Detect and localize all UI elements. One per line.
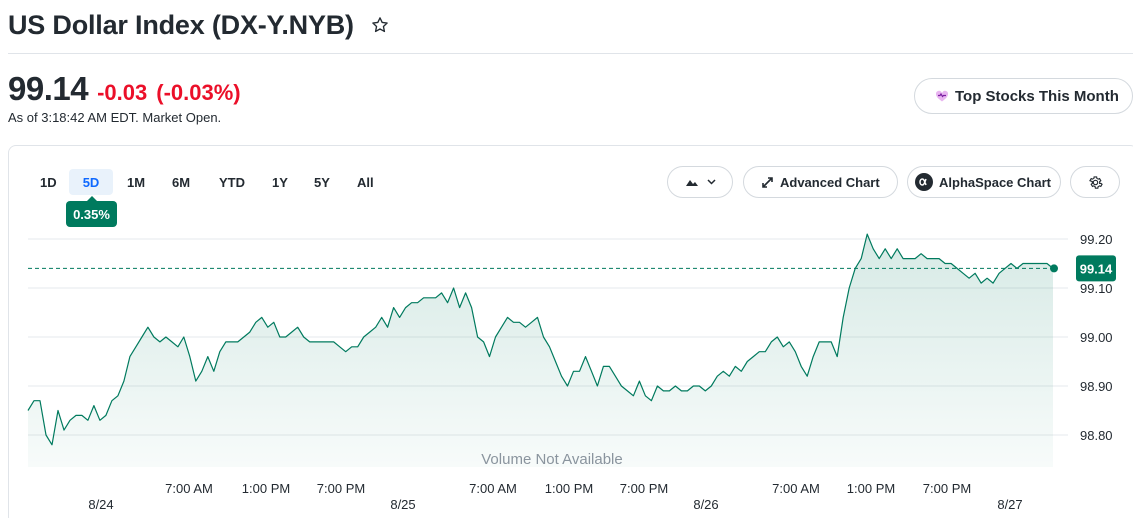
alphaspace-chart-button[interactable]: AlphaSpace Chart xyxy=(907,166,1061,198)
x-time-label: 7:00 AM xyxy=(469,481,517,496)
y-tick-label: 99.20 xyxy=(1080,232,1113,247)
range-1m[interactable]: 1M xyxy=(127,174,146,190)
advanced-chart-label: Advanced Chart xyxy=(780,174,880,190)
range-6m[interactable]: 6M xyxy=(172,174,191,190)
heart-chart-icon xyxy=(935,89,949,103)
top-stocks-button[interactable]: Top Stocks This Month xyxy=(914,78,1133,114)
price-row: 99.14 -0.03 (-0.03%) xyxy=(8,70,241,108)
range-1y[interactable]: 1Y xyxy=(272,174,288,190)
y-tick-label: 98.80 xyxy=(1080,428,1113,443)
expand-arrows-icon xyxy=(761,176,774,189)
range-tooltip-arrow xyxy=(87,196,97,201)
last-price-badge: 99.14 xyxy=(1076,255,1116,282)
x-date-label: 8/27 xyxy=(997,497,1022,512)
gear-icon xyxy=(1088,175,1103,190)
range-5y[interactable]: 5Y xyxy=(314,174,330,190)
mountain-chart-icon xyxy=(685,177,699,187)
chart-card xyxy=(8,145,1133,518)
volume-not-available: Volume Not Available xyxy=(481,451,622,468)
range-change-tooltip: 0.35% xyxy=(66,201,117,227)
last-price-dot xyxy=(1050,264,1058,273)
range-all[interactable]: All xyxy=(357,174,374,190)
price-change: -0.03 xyxy=(97,80,148,105)
as-of-timestamp: As of 3:18:42 AM EDT. Market Open. xyxy=(8,110,222,125)
star-icon[interactable] xyxy=(370,15,390,35)
price-change-percent: (-0.03%) xyxy=(156,80,241,105)
x-time-label: 7:00 PM xyxy=(923,481,971,496)
x-date-label: 8/26 xyxy=(693,497,718,512)
x-time-label: 1:00 PM xyxy=(847,481,895,496)
x-date-label: 8/25 xyxy=(390,497,415,512)
advanced-chart-button[interactable]: Advanced Chart xyxy=(743,166,898,198)
price-area-fill xyxy=(28,234,1053,467)
last-price-label: 99.14 xyxy=(1080,261,1113,276)
top-stocks-label: Top Stocks This Month xyxy=(955,87,1119,105)
x-time-label: 1:00 PM xyxy=(545,481,593,496)
chevron-down-icon xyxy=(706,179,716,185)
range-ytd[interactable]: YTD xyxy=(219,174,245,190)
x-time-label: 7:00 AM xyxy=(165,481,213,496)
x-time-label: 7:00 PM xyxy=(620,481,668,496)
alphaspace-logo-icon xyxy=(915,173,933,191)
range-1d[interactable]: 1D xyxy=(40,174,57,190)
x-date-label: 8/24 xyxy=(88,497,113,512)
range-5d[interactable]: 5D xyxy=(69,169,113,195)
x-time-label: 7:00 PM xyxy=(317,481,365,496)
chart-type-dropdown[interactable] xyxy=(667,166,733,198)
page-title: US Dollar Index (DX-Y.NYB) xyxy=(8,9,354,40)
price-line xyxy=(27,233,1054,446)
header-divider xyxy=(8,53,1133,54)
alphaspace-chart-label: AlphaSpace Chart xyxy=(939,174,1051,190)
x-time-label: 1:00 PM xyxy=(242,481,290,496)
x-time-label: 7:00 AM xyxy=(772,481,820,496)
y-tick-label: 99.00 xyxy=(1080,330,1113,345)
title-row: US Dollar Index (DX-Y.NYB) xyxy=(8,8,390,42)
current-price: 99.14 xyxy=(8,70,89,107)
y-tick-label: 99.10 xyxy=(1080,281,1113,296)
chart-settings-button[interactable] xyxy=(1070,166,1120,198)
y-tick-label: 98.90 xyxy=(1080,379,1113,394)
